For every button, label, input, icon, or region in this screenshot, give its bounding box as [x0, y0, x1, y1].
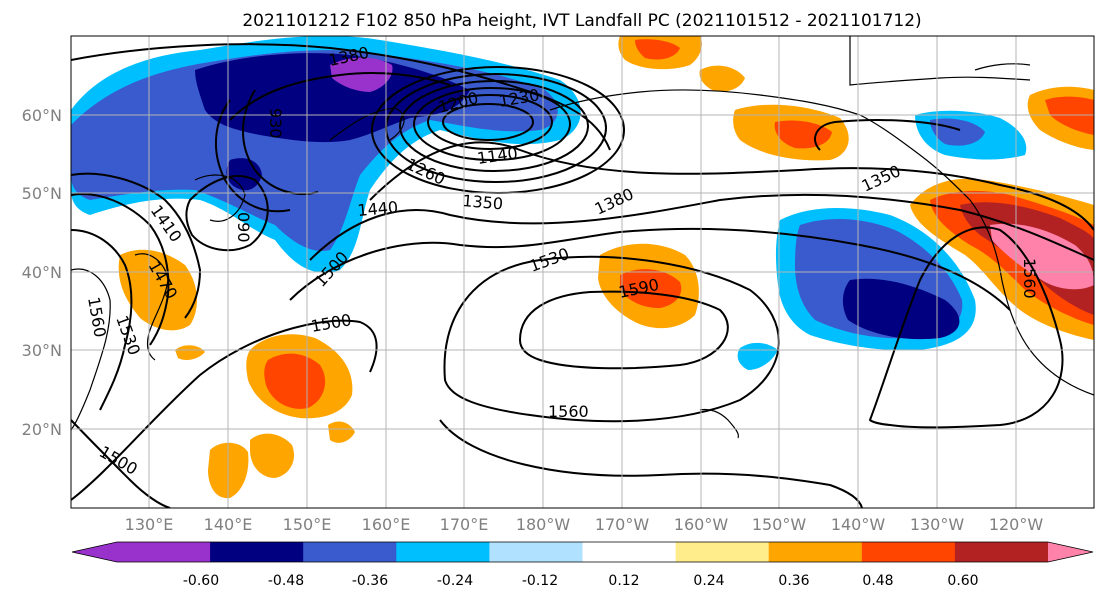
positive-shading [118, 36, 1094, 499]
contour-line [71, 172, 202, 319]
colorbar-tick-label: -0.36 [352, 573, 388, 589]
lon-label: 140°W [831, 515, 886, 534]
colorbar-segment [210, 542, 304, 562]
lat-label: 40°N [22, 263, 62, 282]
contour-line [442, 103, 534, 141]
colorbar-ticks: -0.60 -0.48 -0.36 -0.24 -0.12 0.12 0.24 … [183, 573, 979, 589]
lon-label: 120°W [989, 515, 1044, 534]
colorbar-segment [489, 542, 583, 562]
lon-label: 160°W [674, 515, 729, 534]
contour-label: 1560 [548, 402, 589, 421]
contour-line [71, 419, 171, 508]
contour-line [443, 255, 780, 423]
contour-line [427, 94, 553, 150]
colorbar-segments [117, 542, 1049, 562]
contour-label: 090 [234, 212, 253, 243]
colorbar-segment [396, 542, 490, 562]
contour-line [369, 141, 1094, 231]
coast-kamchatka [329, 107, 405, 141]
contour-line [71, 319, 378, 501]
height-contours [71, 43, 1094, 508]
colorbar-tick-label: 0.36 [778, 573, 809, 589]
colorbar-segment [954, 542, 1049, 562]
lon-label: 160°E [362, 515, 411, 534]
contour-line [413, 87, 571, 161]
lon-label: 140°E [204, 515, 253, 534]
colorbar-tick-label: -0.24 [437, 573, 473, 589]
lat-label: 50°N [22, 184, 62, 203]
contour-line [185, 175, 269, 252]
colorbar-outline [71, 541, 1094, 563]
coast-arctic [974, 63, 1031, 71]
lat-label: 30°N [22, 341, 62, 360]
colorbar-segment [768, 542, 863, 562]
lon-label: 180°W [516, 515, 571, 534]
colorbar-tick-label: 0.48 [862, 573, 893, 589]
colorbar-tick-label: 0.60 [947, 573, 978, 589]
coast-japan [134, 253, 169, 361]
contour-line [229, 72, 451, 121]
lon-label: 170°W [595, 515, 650, 534]
contour-label: 930 [266, 108, 285, 139]
lat-label: 20°N [22, 420, 62, 439]
contour-line [518, 290, 729, 370]
lon-label: 150°W [752, 515, 807, 534]
gridlines [71, 36, 1094, 508]
contour-label: 1560 [1020, 258, 1039, 299]
contour-line [289, 227, 1011, 311]
contour-label: 1440 [357, 198, 399, 220]
contour-line [71, 43, 611, 151]
colorbar: -0.60 -0.48 -0.36 -0.24 -0.12 0.12 0.24 … [71, 541, 1094, 589]
contour-line [214, 99, 291, 213]
contour-line [71, 229, 133, 411]
lat-label: 60°N [22, 106, 62, 125]
colorbar-segment [675, 542, 770, 562]
contour-line [399, 80, 589, 172]
colorbar-segment [582, 542, 677, 562]
map-frame [70, 35, 1095, 509]
contour-line [439, 419, 863, 508]
lon-label: 130°E [125, 515, 174, 534]
plot-title: 2021101212 F102 850 hPa height, IVT Land… [242, 11, 921, 31]
colorbar-tick-label: -0.12 [522, 573, 558, 589]
coast-asia [71, 268, 111, 431]
colorbar-tick-label: 0.24 [693, 573, 724, 589]
colorbar-tick-label: 0.12 [608, 573, 639, 589]
lon-label: 170°E [440, 515, 489, 534]
lon-labels: 130°E 140°E 150°E 160°E 170°E 180°W 170°… [125, 515, 1044, 534]
colorbar-extend-low [72, 542, 117, 562]
colorbar-segment [117, 542, 211, 562]
negative-shading [71, 36, 1027, 370]
boundary-canada [849, 36, 1031, 86]
map-area: 1380 1200 1230 1140 1260 1350 1440 1380 … [71, 36, 1094, 508]
lon-label: 150°E [283, 515, 332, 534]
contour-line [309, 193, 1094, 261]
contour-line [71, 193, 170, 346]
colorbar-segment [303, 542, 397, 562]
colorbar-extend-high [1048, 542, 1093, 562]
coast-hawaii [699, 408, 740, 439]
contour-line [868, 226, 1064, 429]
lat-labels: 60°N 50°N 40°N 30°N 20°N [22, 106, 62, 439]
contour-label: 1350 [462, 191, 504, 213]
coast-sakhalin [194, 174, 246, 222]
contour-line [814, 119, 961, 151]
colorbar-segment [861, 542, 956, 562]
colorbar-tick-label: -0.60 [183, 573, 219, 589]
colorbar-tick-label: -0.48 [268, 573, 304, 589]
lon-label: 130°W [910, 515, 965, 534]
